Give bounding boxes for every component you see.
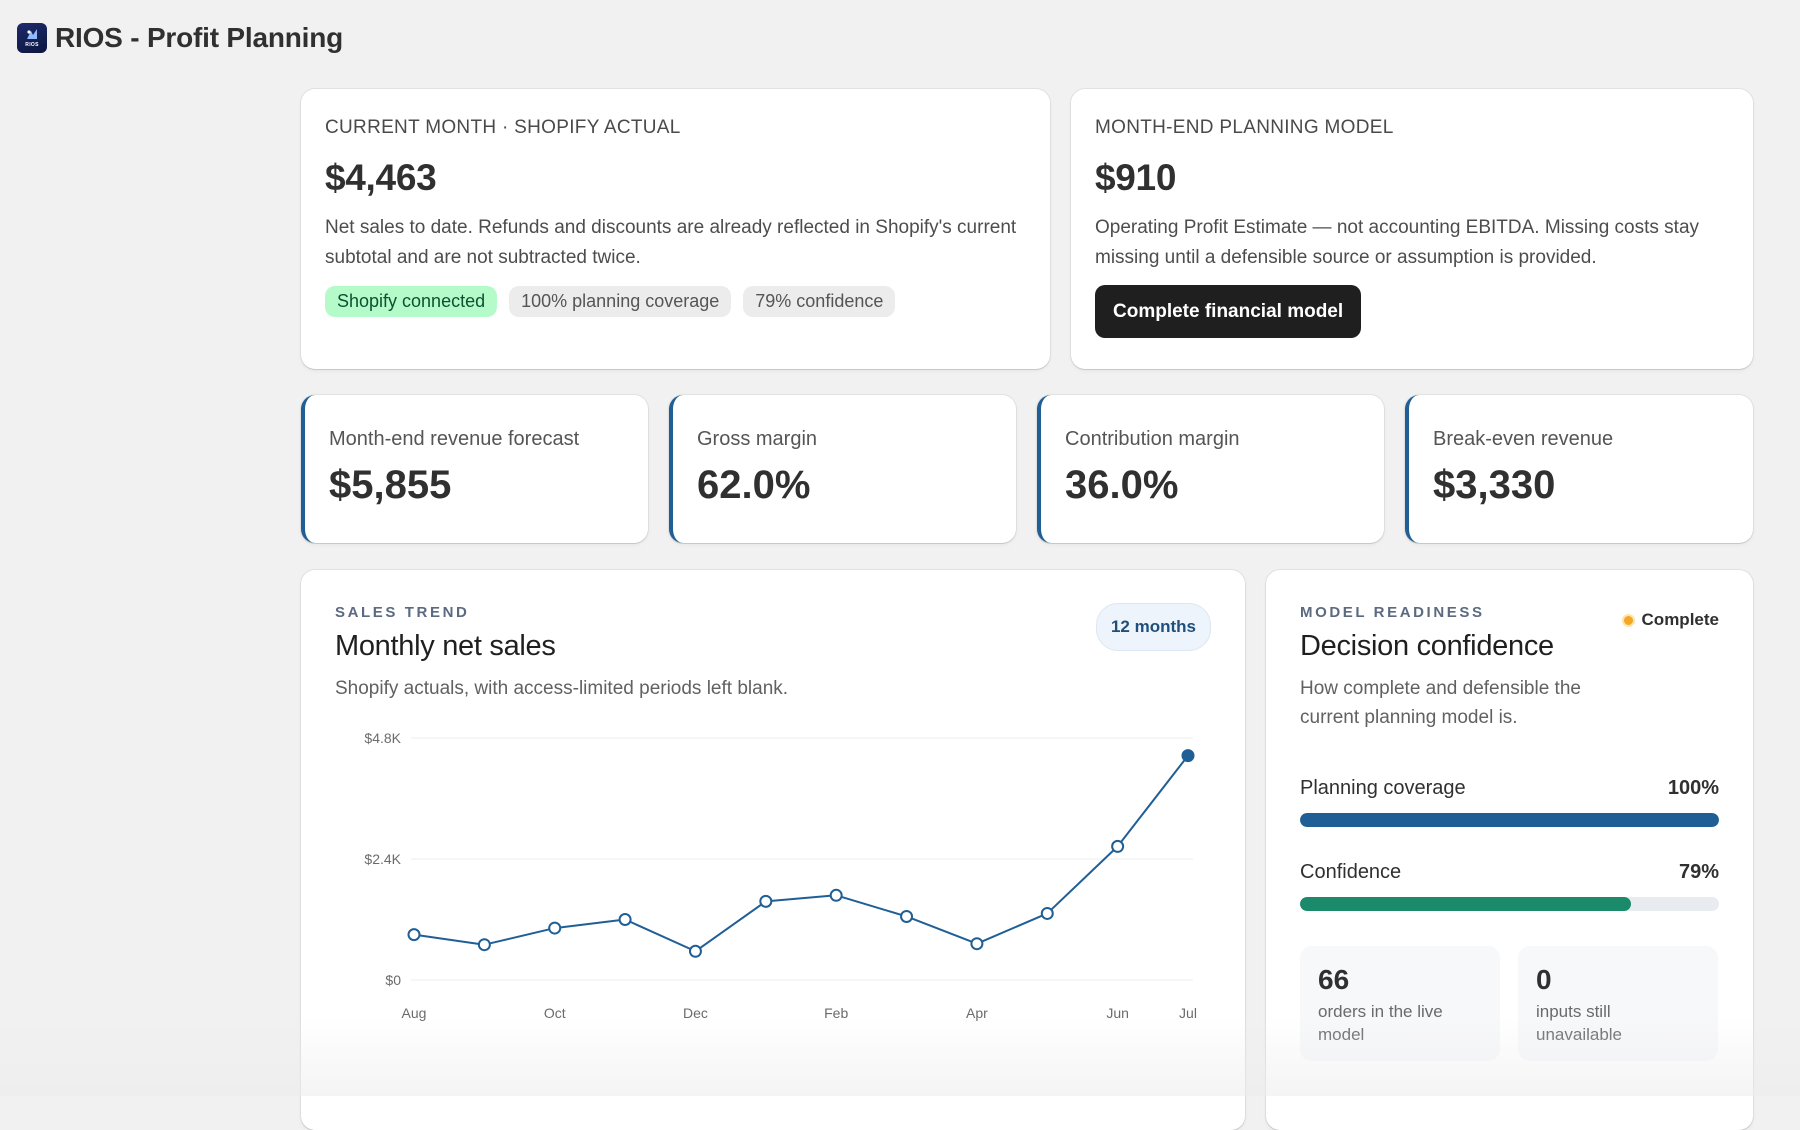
net-sales-description: Net sales to date. Refunds and discounts… (325, 213, 1026, 273)
kpi-revenue-forecast: Month-end revenue forecast $5,855 (301, 395, 648, 543)
stat-text: orders in the live model (1318, 1000, 1482, 1046)
logo-text: RIOS (25, 42, 38, 48)
data-point (831, 890, 842, 901)
kpi-label: Gross margin (697, 428, 817, 451)
stat-number: 0 (1536, 964, 1700, 996)
data-point (549, 923, 560, 934)
readiness-subtitle: How complete and defensible the current … (1300, 674, 1600, 732)
x-tick-label: Apr (966, 1005, 988, 1021)
app-header: RIOS RIOS - Profit Planning (17, 22, 343, 54)
x-tick-label: Oct (544, 1005, 566, 1021)
data-point (479, 939, 490, 950)
app-title: RIOS - Profit Planning (55, 22, 343, 54)
data-point (1042, 908, 1053, 919)
y-tick-label: $4.8K (364, 730, 401, 746)
x-tick-label: Jun (1106, 1005, 1129, 1021)
kpi-label: Month-end revenue forecast (329, 428, 579, 451)
data-point (409, 929, 420, 940)
meter-label: Planning coverage (1300, 777, 1466, 800)
data-point (620, 914, 631, 925)
data-point (1112, 841, 1123, 852)
kpi-value: 36.0% (1065, 463, 1178, 508)
readiness-heading: MODEL READINESS Decision confidence How … (1300, 604, 1600, 732)
orders-stat: 66 orders in the live model (1300, 946, 1500, 1061)
net-sales-value: $4,463 (325, 157, 1026, 199)
x-tick-label: Jul (1179, 1005, 1197, 1021)
meter-track (1300, 813, 1719, 827)
planning-coverage-badge: 100% planning coverage (509, 286, 731, 317)
shopify-connected-badge: Shopify connected (325, 286, 497, 317)
data-point (760, 896, 771, 907)
meter-percent: 79% (1679, 861, 1719, 884)
confidence-badge: 79% confidence (743, 286, 895, 317)
unavailable-inputs-stat: 0 inputs still unavailable (1518, 946, 1718, 1061)
sales-series-line (414, 756, 1188, 952)
readiness-status: Complete (1622, 610, 1719, 630)
app-logo: RIOS (17, 23, 47, 53)
meter-percent: 100% (1668, 777, 1719, 800)
meter-label: Confidence (1300, 861, 1401, 884)
kpi-label: Contribution margin (1065, 428, 1240, 451)
x-tick-label: Aug (402, 1005, 427, 1021)
meter-fill (1300, 897, 1631, 911)
data-point (1183, 750, 1194, 761)
sales-trend-card: SALES TREND Monthly net sales Shopify ac… (301, 570, 1245, 1130)
data-point (971, 938, 982, 949)
current-month-eyebrow: CURRENT MONTH · SHOPIFY ACTUAL (325, 117, 1026, 139)
kpi-value: $5,855 (329, 463, 451, 508)
readiness-title: Decision confidence (1300, 630, 1600, 663)
meter-track (1300, 897, 1719, 911)
stat-text: inputs still unavailable (1536, 1000, 1700, 1046)
kpi-contribution-margin: Contribution margin 36.0% (1037, 395, 1384, 543)
operating-profit-value: $910 (1095, 157, 1729, 199)
stat-number: 66 (1318, 964, 1482, 996)
kpi-value: 62.0% (697, 463, 810, 508)
complete-financial-model-button[interactable]: Complete financial model (1095, 285, 1361, 338)
logo-mark-icon (25, 28, 39, 41)
meter-fill (1300, 813, 1719, 827)
planning-coverage-meter: Planning coverage 100% (1300, 777, 1719, 827)
planning-model-eyebrow: MONTH-END PLANNING MODEL (1095, 117, 1729, 139)
kpi-break-even-revenue: Break-even revenue $3,330 (1405, 395, 1753, 543)
status-dot-icon (1622, 614, 1635, 627)
x-tick-label: Dec (683, 1005, 708, 1021)
y-tick-label: $0 (385, 972, 401, 988)
kpi-gross-margin: Gross margin 62.0% (669, 395, 1016, 543)
kpi-label: Break-even revenue (1433, 428, 1613, 451)
readiness-status-label: Complete (1642, 610, 1719, 630)
planning-model-card: MONTH-END PLANNING MODEL $910 Operating … (1071, 89, 1753, 369)
data-point (690, 946, 701, 957)
current-month-card: CURRENT MONTH · SHOPIFY ACTUAL $4,463 Ne… (301, 89, 1050, 369)
y-tick-label: $2.4K (364, 851, 401, 867)
confidence-meter: Confidence 79% (1300, 861, 1719, 911)
readiness-eyebrow: MODEL READINESS (1300, 604, 1600, 621)
status-pills: Shopify connected 100% planning coverage… (325, 286, 1026, 317)
data-point (901, 911, 912, 922)
monthly-net-sales-chart: $0 $2.4K $4.8K Aug Oct Dec Feb Apr Jun Jul (301, 570, 1245, 1040)
operating-profit-description: Operating Profit Estimate — not accounti… (1095, 213, 1729, 273)
x-tick-label: Feb (824, 1005, 848, 1021)
kpi-value: $3,330 (1433, 463, 1555, 508)
